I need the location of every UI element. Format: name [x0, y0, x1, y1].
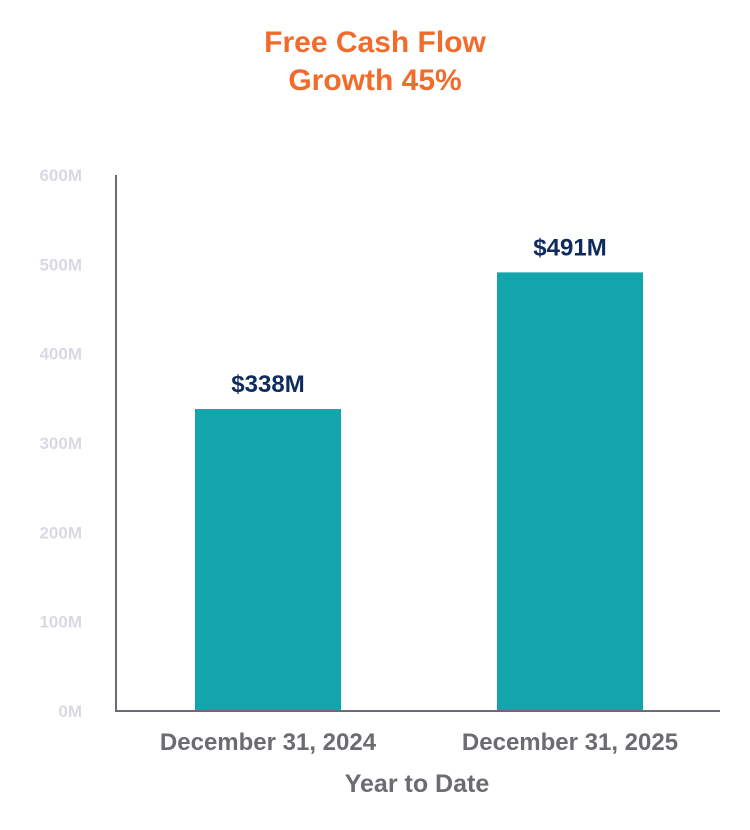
data-label: $491M — [533, 234, 606, 261]
bar — [195, 409, 341, 711]
chart-title-line-2: Growth 45% — [288, 64, 462, 97]
y-tick-label: 500M — [39, 255, 82, 274]
x-tick-label: December 31, 2025 — [462, 729, 678, 756]
chart-title: Free Cash Flow Growth 45% — [0, 24, 750, 100]
chart-title-line-1: Free Cash Flow — [264, 26, 486, 59]
y-tick-label: 600M — [39, 166, 82, 185]
y-tick-label: 100M — [39, 613, 82, 632]
y-tick-label: 0M — [58, 702, 82, 721]
bar — [497, 272, 643, 711]
y-tick-label: 200M — [39, 523, 82, 542]
y-tick-label: 300M — [39, 434, 82, 453]
y-tick-label: 400M — [39, 345, 82, 364]
data-label: $338M — [231, 371, 304, 398]
x-axis-label: Year to Date — [345, 770, 490, 798]
x-tick-label: December 31, 2024 — [160, 729, 377, 756]
